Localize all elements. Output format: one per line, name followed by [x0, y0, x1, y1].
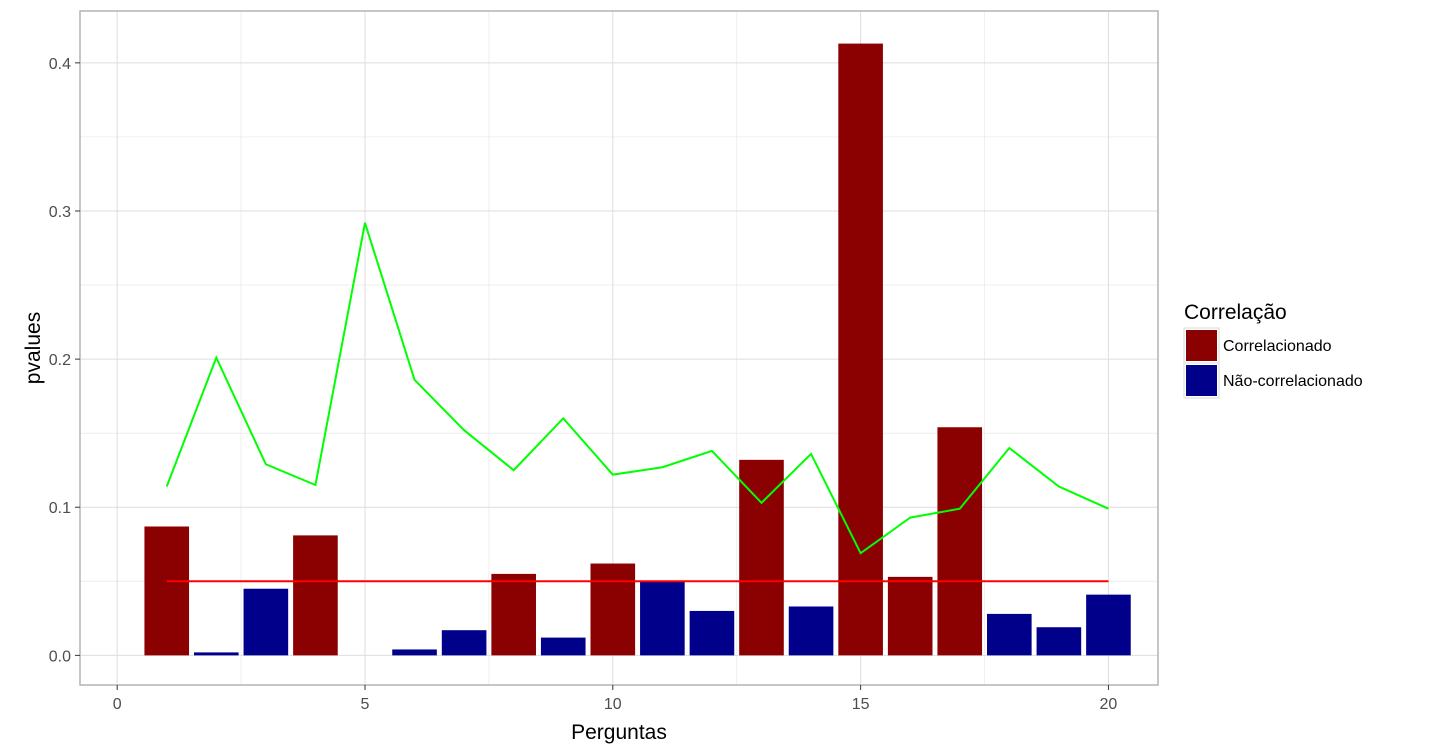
y-tick-label: 0.2: [49, 352, 71, 369]
bar: [838, 43, 883, 656]
bar: [144, 526, 190, 656]
x-tick-label: 10: [604, 696, 622, 713]
x-tick-label: 20: [1100, 696, 1118, 713]
legend-key-swatch: [1186, 330, 1217, 361]
legend-label: Não-correlacionado: [1223, 373, 1363, 390]
bar: [441, 630, 487, 656]
bar: [788, 606, 834, 656]
bar: [293, 535, 338, 656]
bar: [540, 637, 586, 656]
legend-title: Correlação: [1184, 301, 1287, 324]
y-tick-label: 0.1: [49, 500, 71, 517]
legend-key-swatch: [1186, 365, 1217, 396]
bar: [937, 427, 983, 656]
lines: [165, 222, 1109, 583]
y-tick-label: 0.3: [49, 204, 71, 221]
bar: [590, 563, 636, 656]
legend: Correlação Correlacionado Não-correlacion…: [1183, 301, 1363, 399]
bars: [144, 43, 1131, 656]
bar: [739, 459, 784, 656]
panel-border: [79, 10, 1159, 686]
series-line-green: [165, 222, 1109, 555]
bar: [243, 588, 289, 656]
legend-label: Correlacionado: [1223, 338, 1332, 355]
bar: [1036, 627, 1082, 656]
bar: [392, 649, 437, 656]
y-tick-label: 0.0: [49, 648, 71, 665]
bar: [987, 613, 1032, 656]
y-tick-label: 0.4: [49, 56, 71, 73]
x-tick-label: 5: [361, 696, 370, 713]
x-axis-title: Perguntas: [571, 721, 667, 744]
x-tick-label: 15: [852, 696, 870, 713]
x-tick-label: 0: [113, 696, 122, 713]
y-axis-title: pvalues: [22, 312, 45, 384]
bar: [491, 573, 536, 656]
bar: [689, 610, 735, 656]
bar: [1086, 594, 1131, 656]
bar: [193, 652, 239, 656]
bar: [640, 581, 685, 656]
axes: 0 5 10 15 20 0.0 0.1 0.2 0.3 0.4: [49, 56, 1118, 713]
bar: [887, 576, 933, 656]
